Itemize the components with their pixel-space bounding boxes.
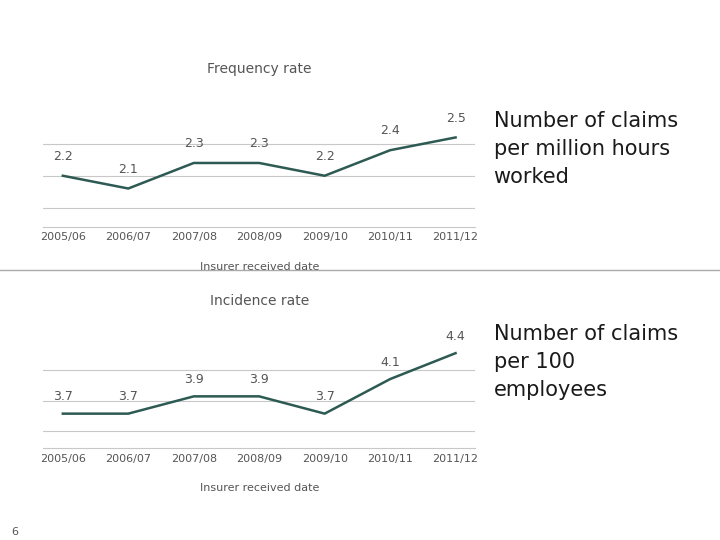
Text: Insurer received date: Insurer received date: [199, 262, 319, 272]
Text: Insurer received date: Insurer received date: [199, 483, 319, 494]
Text: 2.3: 2.3: [249, 137, 269, 150]
Text: Frequency rate: Frequency rate: [207, 62, 312, 76]
Text: Long duration claims – frequency and incidence: Long duration claims – frequency and inc…: [18, 26, 552, 46]
Text: 3.9: 3.9: [249, 373, 269, 386]
Text: 6: 6: [11, 526, 18, 537]
Text: 3.7: 3.7: [118, 390, 138, 403]
Text: 2.1: 2.1: [118, 163, 138, 176]
Text: Number of claims
per million hours
worked: Number of claims per million hours worke…: [494, 111, 678, 186]
Text: 3.7: 3.7: [315, 390, 335, 403]
Text: 2.2: 2.2: [315, 150, 335, 163]
Text: 3.9: 3.9: [184, 373, 204, 386]
Text: 4.4: 4.4: [446, 330, 465, 343]
Text: 2.5: 2.5: [446, 112, 466, 125]
Text: Number of claims
per 100
employees: Number of claims per 100 employees: [494, 324, 678, 400]
Text: 2.4: 2.4: [380, 124, 400, 138]
Text: 4.1: 4.1: [380, 356, 400, 369]
Text: Incidence rate: Incidence rate: [210, 294, 309, 308]
Text: 3.7: 3.7: [53, 390, 73, 403]
Text: 2.3: 2.3: [184, 137, 204, 150]
Text: 2.2: 2.2: [53, 150, 73, 163]
